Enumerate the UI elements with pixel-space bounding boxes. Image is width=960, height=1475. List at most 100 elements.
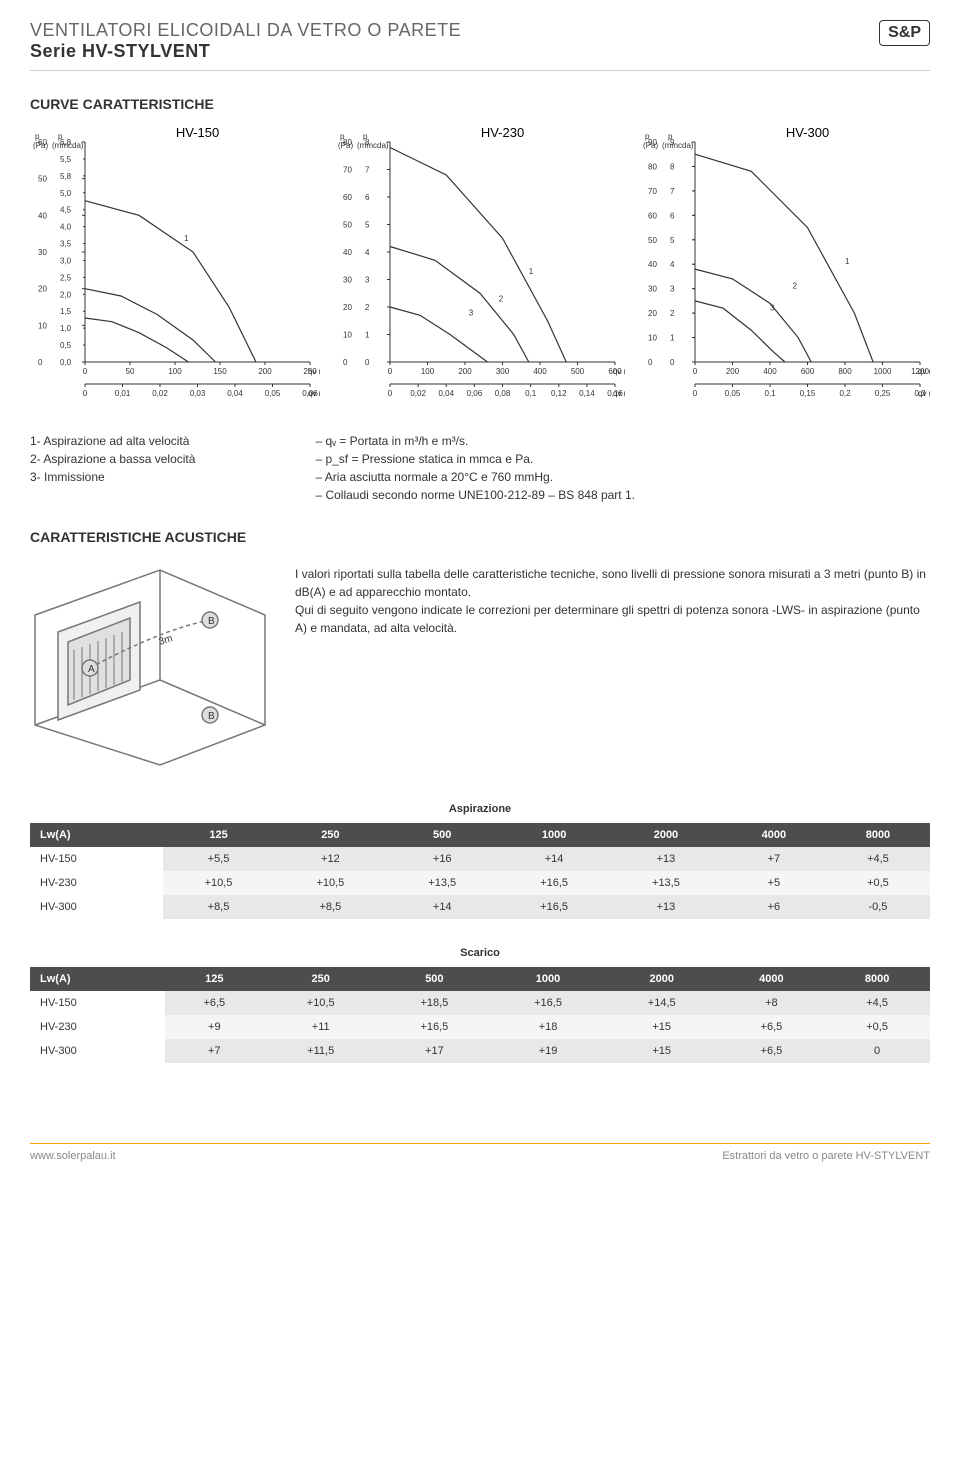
- svg-text:200: 200: [258, 367, 272, 376]
- svg-text:HV-230: HV-230: [481, 127, 524, 140]
- svg-text:0,06: 0,06: [467, 389, 483, 398]
- svg-text:20: 20: [38, 285, 47, 294]
- table-row: HV-300+7+11,5+17+19+15+6,50: [30, 1039, 930, 1063]
- svg-text:5: 5: [365, 221, 370, 230]
- svg-text:0,05: 0,05: [265, 389, 281, 398]
- table-row: HV-150+5,5+12+16+14+13+7+4,5: [30, 847, 930, 871]
- svg-text:0: 0: [388, 367, 393, 376]
- footer-left: www.solerpalau.it: [30, 1150, 116, 1162]
- table-cell: +12: [274, 847, 386, 871]
- svg-text:30: 30: [343, 276, 352, 285]
- svg-text:4,5: 4,5: [60, 206, 72, 215]
- svg-text:1,5: 1,5: [60, 307, 72, 316]
- svg-text:5,0: 5,0: [60, 189, 72, 198]
- table-col: 500: [378, 967, 492, 991]
- svg-text:B: B: [208, 616, 215, 627]
- table-col: 500: [386, 823, 498, 847]
- svg-text:0,04: 0,04: [227, 389, 243, 398]
- chart-container-1: HV-230p(Pa)p(mmcda)010203040506070800123…: [335, 127, 625, 412]
- header-text: VENTILATORI ELICOIDALI DA VETRO O PARETE…: [30, 20, 461, 62]
- table-col: 2000: [610, 823, 722, 847]
- svg-text:A: A: [88, 664, 95, 675]
- svg-text:1000: 1000: [874, 367, 892, 376]
- table-cell: HV-300: [30, 1039, 165, 1063]
- table-cell: +5: [722, 871, 826, 895]
- svg-text:qv (m³/h): qv (m³/h): [918, 367, 930, 376]
- svg-text:6: 6: [365, 193, 370, 202]
- page-header: VENTILATORI ELICOIDALI DA VETRO O PARETE…: [30, 20, 930, 71]
- svg-text:0,15: 0,15: [800, 389, 816, 398]
- svg-text:300: 300: [496, 367, 510, 376]
- svg-text:400: 400: [533, 367, 547, 376]
- svg-text:10: 10: [343, 331, 352, 340]
- table-cell: +15: [605, 1015, 719, 1039]
- svg-text:10: 10: [38, 321, 47, 330]
- chart-hv150: HV-150p(Pa)p(mmcda)01020304050600,00,51,…: [30, 127, 320, 407]
- table-heading: Aspirazione: [30, 795, 930, 823]
- table-cell: 0: [824, 1039, 930, 1063]
- svg-text:qv (m³/s): qv (m³/s): [308, 389, 320, 398]
- svg-text:2: 2: [670, 309, 675, 318]
- svg-text:80: 80: [648, 162, 657, 171]
- svg-text:2: 2: [365, 303, 370, 312]
- svg-text:4: 4: [365, 248, 370, 257]
- svg-text:qv (m³/s): qv (m³/s): [918, 389, 930, 398]
- charts-row: HV-150p(Pa)p(mmcda)01020304050600,00,51,…: [30, 127, 930, 412]
- table-col: 1000: [498, 823, 610, 847]
- svg-text:40: 40: [343, 248, 352, 257]
- svg-text:7: 7: [365, 166, 370, 175]
- table-cell: +6: [722, 895, 826, 919]
- table-cell: +9: [165, 1015, 264, 1039]
- svg-text:8: 8: [365, 138, 370, 147]
- table-cell: +0,5: [826, 871, 930, 895]
- svg-text:6: 6: [670, 211, 675, 220]
- svg-text:qv (m³/h): qv (m³/h): [308, 367, 320, 376]
- svg-text:30: 30: [38, 248, 47, 257]
- table-cell: +13,5: [386, 871, 498, 895]
- table-col: Lw(A): [30, 967, 165, 991]
- svg-text:0,02: 0,02: [410, 389, 426, 398]
- acoustic-row: A B B 3m I valori riportati sulla tabell…: [30, 560, 930, 775]
- table-cell: +7: [722, 847, 826, 871]
- table-col: Lw(A): [30, 823, 163, 847]
- table-scarico: ScaricoLw(A)1252505001000200040008000HV-…: [30, 939, 930, 1063]
- svg-text:0,2: 0,2: [839, 389, 851, 398]
- table-cell: +13: [610, 895, 722, 919]
- table-cell: +8: [719, 991, 825, 1015]
- table-cell: +8,5: [274, 895, 386, 919]
- svg-text:5,8: 5,8: [60, 172, 72, 181]
- svg-text:1: 1: [184, 234, 189, 243]
- note-right-3: – Collaudi secondo norme UNE100-212-89 –…: [315, 486, 635, 504]
- svg-text:40: 40: [648, 260, 657, 269]
- svg-text:150: 150: [213, 367, 227, 376]
- svg-text:800: 800: [838, 367, 852, 376]
- note-right-2: – Aria asciutta normale a 20°C e 760 mmH…: [315, 468, 635, 486]
- table-heading: Scarico: [30, 939, 930, 967]
- table-cell: -0,5: [826, 895, 930, 919]
- table-cell: HV-300: [30, 895, 163, 919]
- note-left-1: 2- Aspirazione a bassa velocità: [30, 450, 195, 468]
- svg-text:0: 0: [648, 358, 653, 367]
- svg-text:0,0: 0,0: [60, 358, 72, 367]
- svg-text:3,0: 3,0: [60, 256, 72, 265]
- svg-text:7: 7: [670, 187, 675, 196]
- svg-text:2,5: 2,5: [60, 273, 72, 282]
- table-cell: +18: [491, 1015, 605, 1039]
- table-col: 2000: [605, 967, 719, 991]
- table-cell: +11: [264, 1015, 378, 1039]
- svg-text:(mmcda): (mmcda): [662, 141, 694, 150]
- svg-text:0,02: 0,02: [152, 389, 168, 398]
- table-cell: +10,5: [274, 871, 386, 895]
- svg-text:400: 400: [763, 367, 777, 376]
- table-cell: +10,5: [264, 991, 378, 1015]
- table-cell: +16,5: [491, 991, 605, 1015]
- table-col: 4000: [719, 967, 825, 991]
- svg-text:50: 50: [126, 367, 135, 376]
- table-col: 8000: [826, 823, 930, 847]
- svg-text:80: 80: [343, 138, 352, 147]
- svg-text:HV-150: HV-150: [176, 127, 219, 140]
- svg-text:0,03: 0,03: [190, 389, 206, 398]
- table-col: 250: [264, 967, 378, 991]
- table-cell: HV-230: [30, 1015, 165, 1039]
- svg-text:0,12: 0,12: [551, 389, 567, 398]
